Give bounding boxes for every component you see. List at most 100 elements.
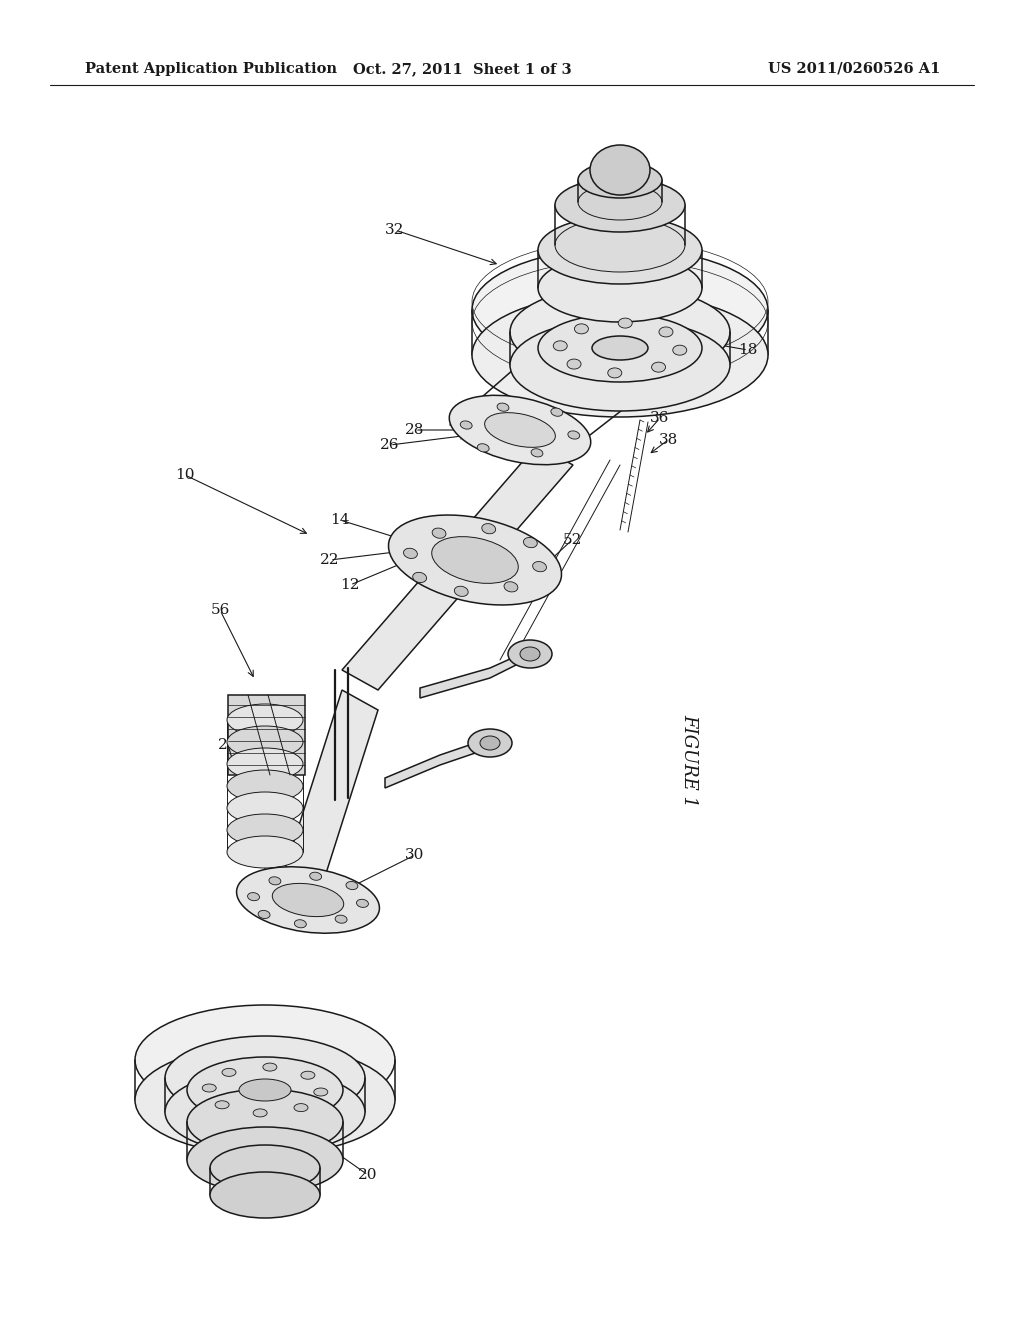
Ellipse shape <box>335 915 347 923</box>
Ellipse shape <box>659 327 673 337</box>
Ellipse shape <box>510 319 730 411</box>
Text: 30: 30 <box>406 847 425 862</box>
Ellipse shape <box>538 216 702 284</box>
Text: 36: 36 <box>650 411 670 425</box>
Ellipse shape <box>165 1036 365 1119</box>
Ellipse shape <box>272 883 344 916</box>
Ellipse shape <box>165 1071 365 1154</box>
Ellipse shape <box>567 359 581 370</box>
Ellipse shape <box>590 145 650 195</box>
Ellipse shape <box>346 882 358 890</box>
Ellipse shape <box>468 729 512 756</box>
Text: US 2011/0260526 A1: US 2011/0260526 A1 <box>768 62 940 77</box>
Ellipse shape <box>294 920 306 928</box>
Ellipse shape <box>210 1144 319 1191</box>
Polygon shape <box>342 445 573 690</box>
Ellipse shape <box>450 395 591 465</box>
Ellipse shape <box>555 218 685 272</box>
Text: 12: 12 <box>340 578 359 591</box>
Text: 22: 22 <box>321 553 340 568</box>
Ellipse shape <box>227 792 303 824</box>
Ellipse shape <box>227 836 303 869</box>
Ellipse shape <box>551 408 563 416</box>
Ellipse shape <box>202 1084 216 1092</box>
Ellipse shape <box>673 345 687 355</box>
Ellipse shape <box>504 582 518 591</box>
Ellipse shape <box>403 548 418 558</box>
Ellipse shape <box>187 1057 343 1123</box>
Ellipse shape <box>497 403 509 412</box>
Text: 52: 52 <box>562 533 582 546</box>
Ellipse shape <box>553 341 567 351</box>
Ellipse shape <box>432 537 518 583</box>
Ellipse shape <box>555 178 685 232</box>
Ellipse shape <box>309 873 322 880</box>
Text: FIGURE 1: FIGURE 1 <box>680 714 698 807</box>
Ellipse shape <box>578 183 662 220</box>
Ellipse shape <box>210 1172 319 1218</box>
Text: 18: 18 <box>738 343 758 356</box>
Ellipse shape <box>269 876 281 884</box>
Ellipse shape <box>356 899 369 907</box>
Ellipse shape <box>460 421 472 429</box>
Ellipse shape <box>222 1068 236 1076</box>
Ellipse shape <box>227 814 303 846</box>
Ellipse shape <box>187 1089 343 1155</box>
Ellipse shape <box>455 586 468 597</box>
Ellipse shape <box>618 318 632 329</box>
Ellipse shape <box>510 286 730 378</box>
Ellipse shape <box>538 253 702 322</box>
Ellipse shape <box>227 726 303 758</box>
Ellipse shape <box>227 748 303 780</box>
Ellipse shape <box>301 1072 315 1080</box>
Ellipse shape <box>135 1045 395 1155</box>
Text: Patent Application Publication: Patent Application Publication <box>85 62 337 77</box>
Text: 16: 16 <box>255 729 274 742</box>
Text: Oct. 27, 2011  Sheet 1 of 3: Oct. 27, 2011 Sheet 1 of 3 <box>352 62 571 77</box>
Ellipse shape <box>187 1127 343 1193</box>
Ellipse shape <box>472 248 768 372</box>
Text: 56: 56 <box>210 603 229 616</box>
Text: 26: 26 <box>380 438 399 451</box>
Ellipse shape <box>480 737 500 750</box>
Text: 20: 20 <box>358 1168 378 1181</box>
Ellipse shape <box>237 867 380 933</box>
Ellipse shape <box>388 515 561 605</box>
Ellipse shape <box>651 362 666 372</box>
Ellipse shape <box>239 1078 291 1101</box>
Ellipse shape <box>532 561 547 572</box>
Text: 32: 32 <box>385 223 404 238</box>
Text: 38: 38 <box>658 433 678 447</box>
Ellipse shape <box>263 1063 276 1071</box>
Ellipse shape <box>578 162 662 198</box>
Ellipse shape <box>477 444 489 451</box>
Text: 28: 28 <box>406 422 425 437</box>
Text: 14: 14 <box>331 513 350 527</box>
Ellipse shape <box>227 770 303 803</box>
Ellipse shape <box>482 524 496 533</box>
Ellipse shape <box>135 1005 395 1115</box>
Ellipse shape <box>313 1088 328 1096</box>
Text: 10: 10 <box>175 469 195 482</box>
Ellipse shape <box>531 449 543 457</box>
Ellipse shape <box>227 704 303 737</box>
Text: 24: 24 <box>218 738 238 752</box>
Polygon shape <box>272 690 378 931</box>
Ellipse shape <box>523 537 538 548</box>
Ellipse shape <box>608 368 622 378</box>
Ellipse shape <box>248 892 259 900</box>
Polygon shape <box>228 696 305 775</box>
Ellipse shape <box>484 413 555 447</box>
Ellipse shape <box>568 430 580 440</box>
Ellipse shape <box>592 337 648 360</box>
Ellipse shape <box>520 647 540 661</box>
Ellipse shape <box>432 528 446 539</box>
Polygon shape <box>385 738 490 788</box>
Ellipse shape <box>508 640 552 668</box>
Ellipse shape <box>253 1109 267 1117</box>
Ellipse shape <box>215 1101 229 1109</box>
Ellipse shape <box>413 573 427 582</box>
Ellipse shape <box>294 1104 308 1111</box>
Polygon shape <box>420 649 530 698</box>
Ellipse shape <box>538 314 702 381</box>
